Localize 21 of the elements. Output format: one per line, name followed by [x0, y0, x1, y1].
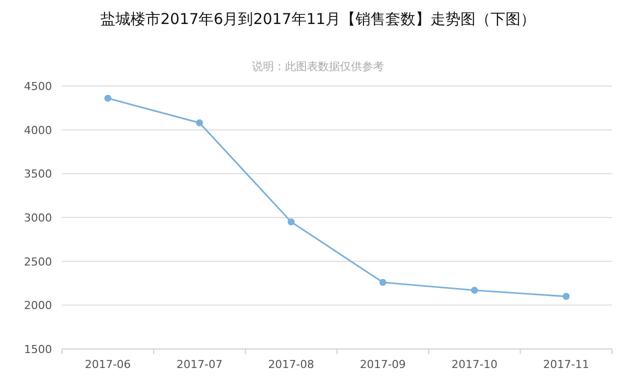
point: [471, 286, 478, 294]
point: [288, 218, 295, 226]
chart-title: 盐城楼市2017年6月到2017年11月【销售套数】走势图（下图）: [100, 10, 536, 28]
point: [562, 292, 570, 300]
point: [104, 94, 112, 102]
y-tick-label: 1500: [24, 343, 52, 356]
y-tick-label: 4500: [24, 80, 52, 93]
x-tick-label: 2017-08: [268, 358, 314, 371]
x-tick-label: 2017-07: [176, 358, 222, 371]
y-tick-label: 2500: [24, 255, 52, 268]
y-tick-label: 3500: [24, 168, 52, 181]
point: [196, 119, 203, 126]
y-tick-label: 3000: [24, 212, 52, 224]
x-tick-label: 2017-10: [452, 358, 498, 371]
point: [379, 278, 386, 286]
y-tick-label: 2000: [24, 299, 52, 312]
x-tick-label: 2017-11: [543, 358, 590, 371]
chart-subtitle: 说明：此图表数据仅供参考: [252, 60, 384, 73]
y-tick-label: 4000: [24, 124, 52, 137]
x-tick-label: 2017-06: [84, 358, 131, 371]
x-tick-label: 2017-09: [360, 358, 406, 371]
